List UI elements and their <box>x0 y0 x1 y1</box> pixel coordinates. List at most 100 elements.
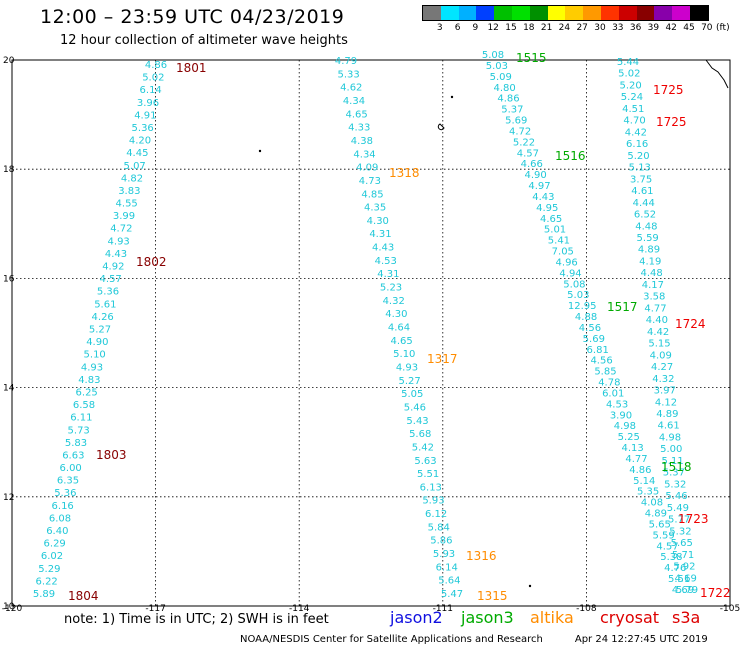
longitude-label: -105 <box>720 604 740 614</box>
wave-height-value: 5.10 <box>84 350 106 361</box>
page-subtitle: 12 hour collection of altimeter wave hei… <box>60 33 348 48</box>
color-scale-label: 33 <box>612 23 624 33</box>
wave-height-value: 4.09 <box>650 350 672 361</box>
wave-height-value: 4.32 <box>383 296 405 307</box>
wave-height-value: 5.01 <box>544 225 566 236</box>
color-scale-label: 70 <box>701 23 713 33</box>
legend-jason2: jason2 <box>390 608 443 627</box>
island-clarion <box>437 123 445 131</box>
pass-time-label: 1722 <box>700 586 731 600</box>
wave-height-value: 4.40 <box>646 315 668 326</box>
color-scale-label: 45 <box>683 23 695 33</box>
wave-height-value: 4.57 <box>517 148 539 159</box>
wave-height-value: 5.46 <box>404 402 426 413</box>
color-scale: 3 6 9 12 15 18 21 24 27 30 33 36 39 42 45 70 (ft) <box>422 5 730 33</box>
wave-height-value: 6.63 <box>62 450 84 461</box>
wave-height-value: 4.48 <box>635 221 657 232</box>
wave-height-value: 5.51 <box>668 574 690 585</box>
legend-jason3: jason3 <box>461 608 514 627</box>
wave-height-value: 5.93 <box>433 549 455 560</box>
color-scale-label: 27 <box>576 23 588 33</box>
wave-height-value: 4.96 <box>556 257 578 268</box>
track-s3a: 5.445.025.205.244.514.704.426.165.205.13… <box>617 57 698 596</box>
wave-height-value: 4.38 <box>351 136 373 147</box>
wave-height-value: 3.75 <box>630 174 652 185</box>
wave-height-value: 4.31 <box>369 229 391 240</box>
wave-height-value: 5.69 <box>505 116 527 127</box>
wave-height-value: 4.45 <box>126 148 148 159</box>
wave-height-value: 5.85 <box>594 367 616 378</box>
wave-height-value: 5.64 <box>438 576 460 587</box>
wave-height-value: 5.41 <box>548 236 570 247</box>
wave-height-value: 5.32 <box>669 526 691 537</box>
pass-time-label: 1725 <box>656 115 687 129</box>
wave-height-value: 5.63 <box>414 456 436 467</box>
wave-height-value: 4.86 <box>629 465 651 476</box>
wave-height-value: 5.02 <box>618 69 640 80</box>
color-scale-label: 39 <box>647 23 660 33</box>
wave-height-value: 4.89 <box>645 509 667 520</box>
wave-height-value: 5.36 <box>54 488 76 499</box>
wave-height-value: 5.24 <box>621 92 643 103</box>
color-scale-swatch <box>511 6 530 20</box>
footer-credit: NOAA/NESDIS Center for Satellite Applica… <box>240 634 543 645</box>
wave-height-value: 4.48 <box>640 268 662 279</box>
wave-height-value: 5.20 <box>627 151 649 162</box>
wave-height-value: 4.51 <box>622 104 644 115</box>
latitude-label: 18 <box>3 165 15 175</box>
latitude-label: 14 <box>3 384 15 394</box>
wave-height-value: 6.35 <box>57 476 79 487</box>
pass-time-label: 1724 <box>675 317 706 331</box>
wave-height-value: 5.35 <box>637 487 659 498</box>
pass-time-labels: 1801 1802 1803 1804 1318 1317 1316 1315 1515 1516… <box>68 51 731 603</box>
note-text: note: 1) Time is in UTC; 2) SWH is in fe… <box>64 612 329 627</box>
wave-height-value: 5.27 <box>89 325 111 336</box>
wave-height-value: 4.61 <box>658 421 680 432</box>
pass-time-label: 1804 <box>68 589 99 603</box>
wave-height-value: 5.36 <box>132 123 154 134</box>
wave-height-value: 4.09 <box>356 163 378 174</box>
wave-height-value: 3.90 <box>610 410 632 421</box>
wave-height-value: 4.42 <box>625 127 647 138</box>
latitude-label: 20 <box>3 56 15 66</box>
legend-altika: altika <box>530 608 574 627</box>
wave-height-value: 6.14 <box>140 85 162 96</box>
wave-height-value: 5.93 <box>422 496 444 507</box>
wave-height-value: 5.73 <box>68 425 90 436</box>
wave-height-value: 5.68 <box>409 429 431 440</box>
wave-height-value: 4.77 <box>625 454 647 465</box>
color-scale-label: 42 <box>665 23 677 33</box>
color-scale-label: 24 <box>558 23 571 33</box>
wave-height-value: 6.16 <box>52 501 74 512</box>
wave-height-value: 4.77 <box>644 303 666 314</box>
wave-height-value: 5.51 <box>417 469 439 480</box>
wave-height-value: 5.22 <box>513 137 535 148</box>
color-scale-swatch <box>458 6 477 20</box>
wave-height-value: 5.00 <box>660 444 682 455</box>
wave-height-value: 5.79 <box>676 585 698 596</box>
wave-height-value: 4.30 <box>385 309 407 320</box>
wave-height-value: 4.31 <box>377 269 399 280</box>
color-scale-labels: 3 6 9 12 15 18 21 24 27 30 33 36 39 42 45 70 (ft) <box>422 21 730 33</box>
wave-height-value: 5.83 <box>65 438 87 449</box>
track-altika: 4.79 5.33 4.62 4.34 4.65 4.33 4.38 4.34 4.09 4.73… <box>335 56 463 600</box>
pass-time-label: 1723 <box>678 512 709 526</box>
wave-height-value: 5.37 <box>501 105 523 116</box>
wave-height-value: 5.08 <box>482 50 504 61</box>
wave-height-value: 4.70 <box>623 116 645 127</box>
map-gridlines <box>11 59 731 607</box>
wave-height-value: 5.29 <box>38 564 60 575</box>
wave-height-value: 3.99 <box>113 211 135 222</box>
pass-time-label: 1515 <box>516 51 547 65</box>
wave-height-value: 5.02 <box>142 73 164 84</box>
color-scale-label: 21 <box>540 23 553 33</box>
wave-height-value: 4.43 <box>532 192 554 203</box>
color-scale-swatch <box>476 6 495 20</box>
pass-time-label: 1318 <box>389 166 420 180</box>
wave-height-value: 5.07 <box>124 161 146 172</box>
footer: NOAA/NESDIS Center for Satellite Applica… <box>240 634 708 645</box>
wave-height-value: 4.35 <box>364 203 386 214</box>
wave-height-value: 5.59 <box>637 233 659 244</box>
wave-height-value: 6.40 <box>46 526 68 537</box>
wave-height-value: 12.95 <box>568 301 597 312</box>
